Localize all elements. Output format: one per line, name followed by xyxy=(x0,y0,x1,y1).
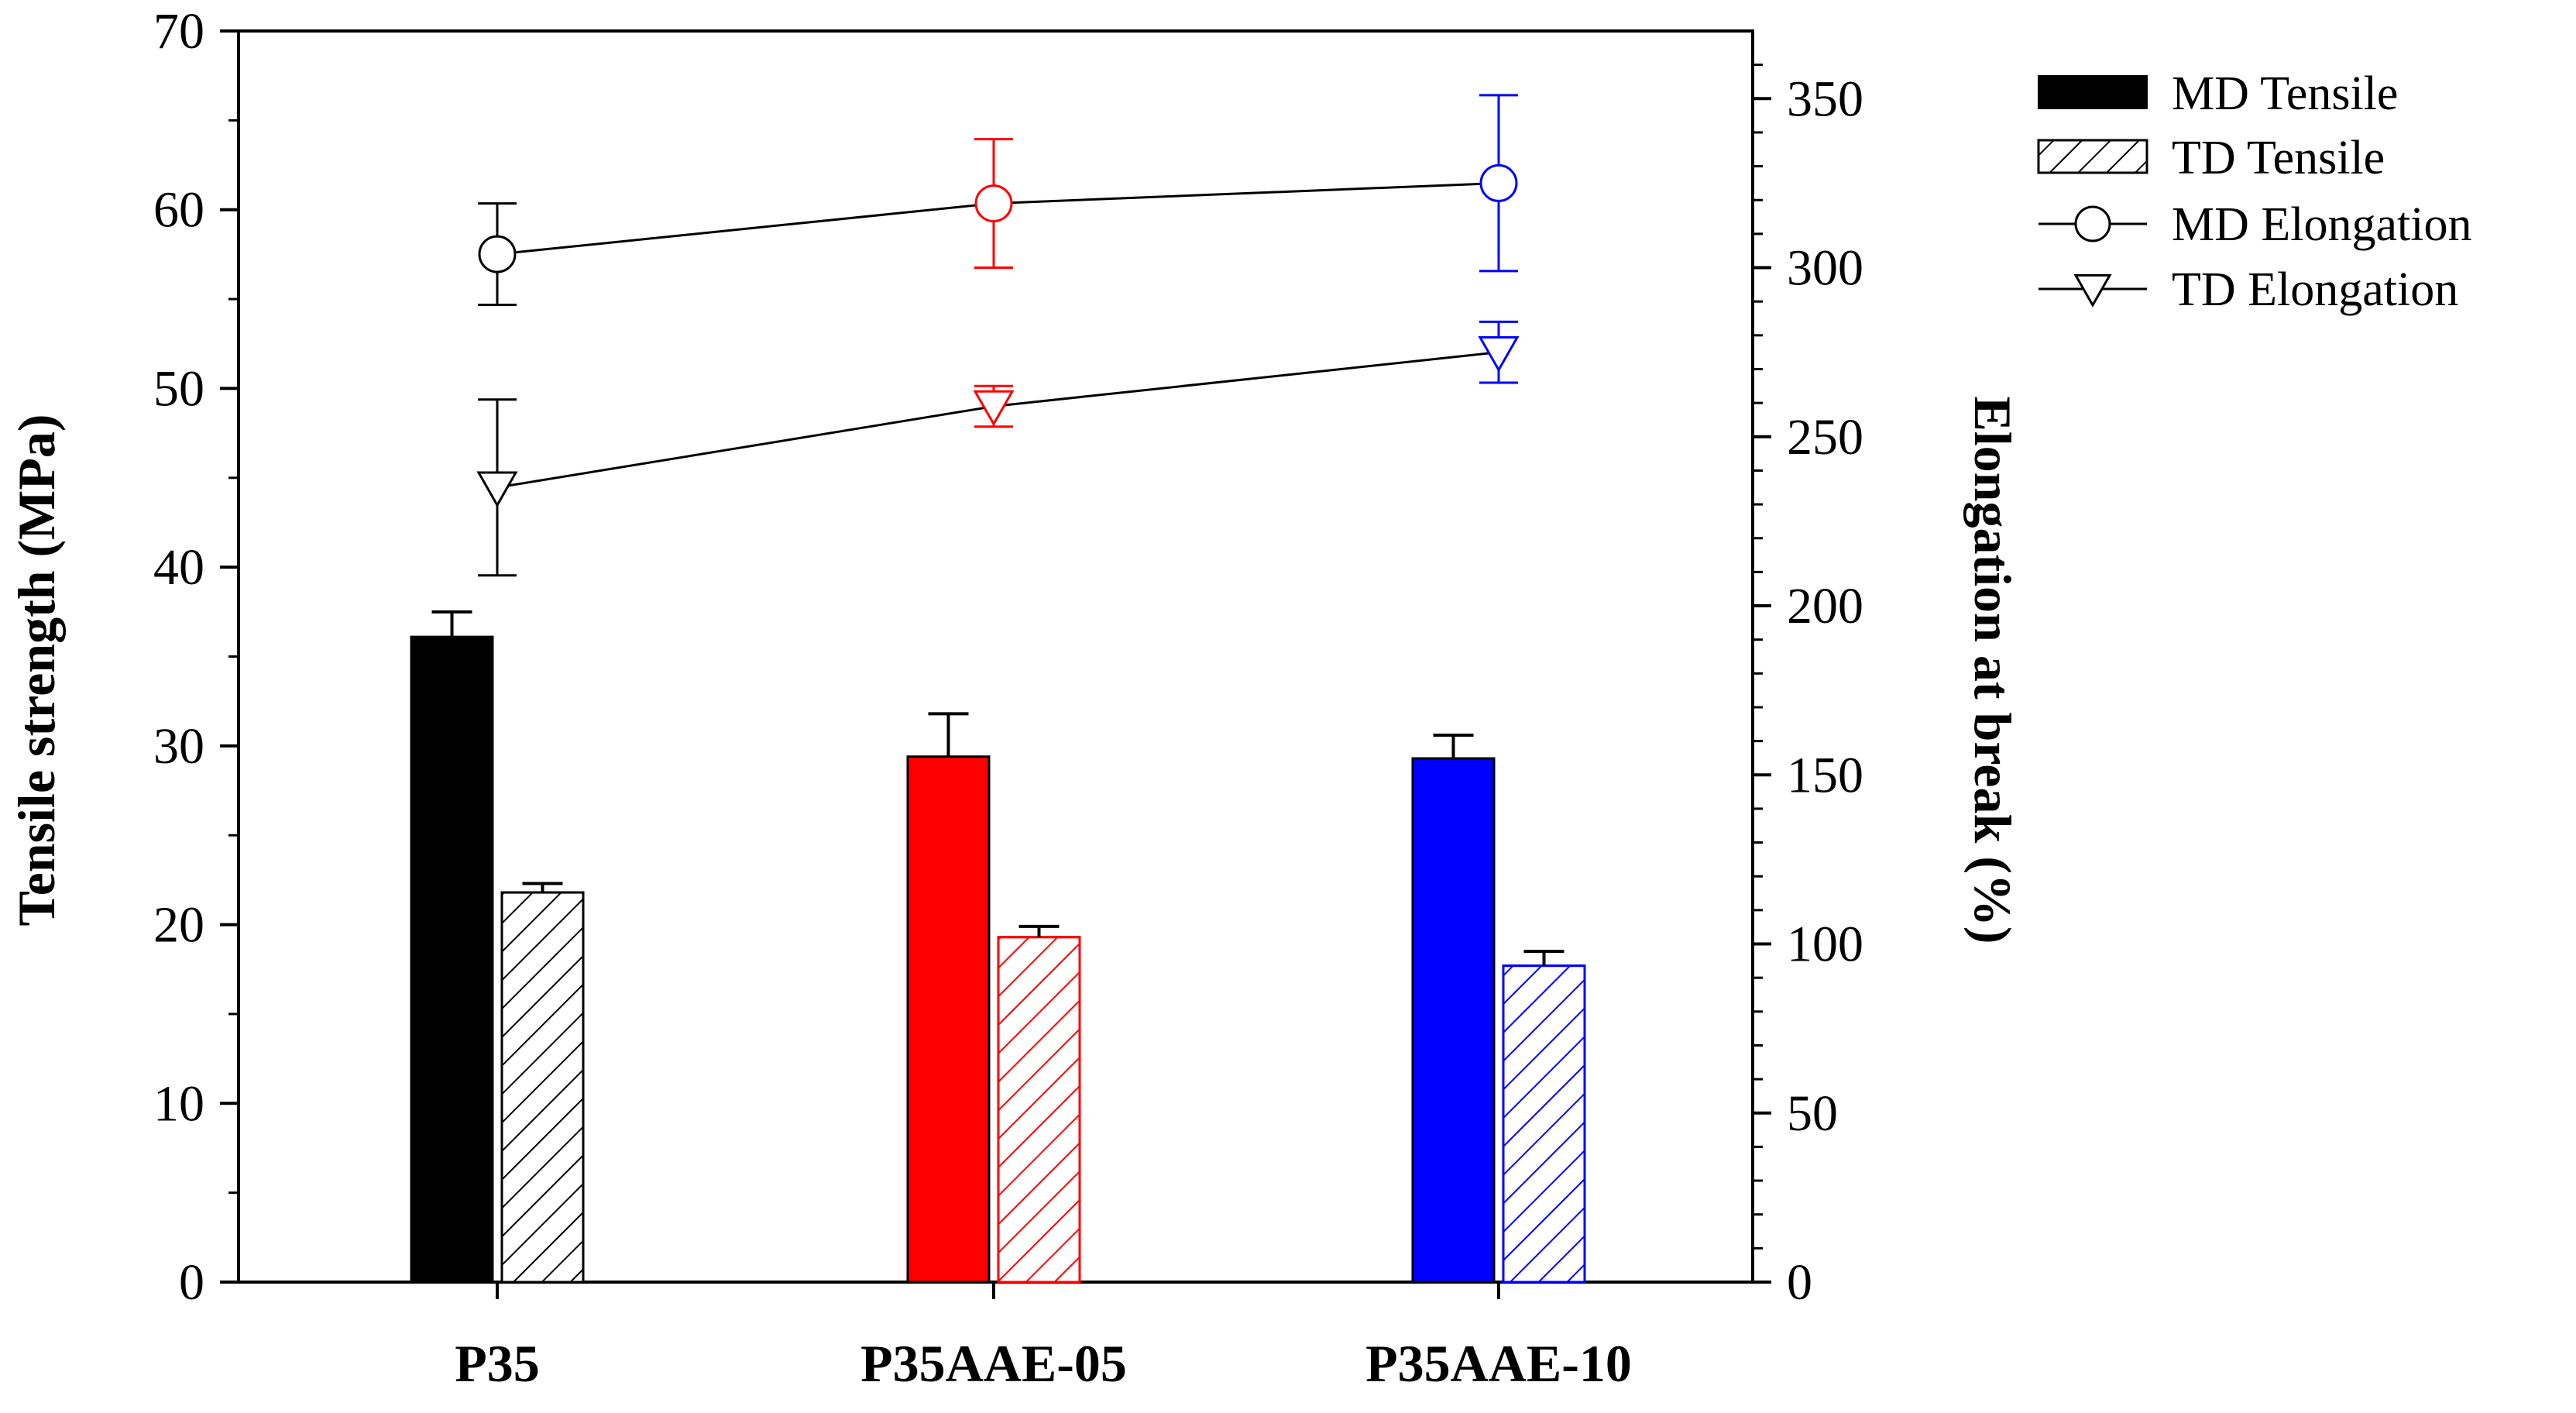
left-tick-label: 50 xyxy=(153,360,204,417)
x-category-label: P35AAE-10 xyxy=(1365,1334,1632,1393)
legend-label: TD Tensile xyxy=(2172,132,2385,184)
td-tensile-bar xyxy=(997,936,1081,1284)
left-tick-label: 30 xyxy=(153,718,204,775)
legend-td-tensile-swatch xyxy=(2037,139,2148,174)
x-category-label: P35 xyxy=(455,1334,540,1393)
md-elongation-point xyxy=(974,184,1013,223)
td-elongation-line xyxy=(496,351,1499,489)
md-elongation-point xyxy=(1479,163,1518,202)
legend-md-elongation-marker xyxy=(2074,205,2111,242)
right-tick-label: 300 xyxy=(1787,240,1863,297)
left-axis-title: Tensile strength (MPa) xyxy=(7,414,66,926)
right-tick-label: 250 xyxy=(1787,409,1863,466)
legend-label: MD Tensile xyxy=(2172,67,2398,120)
legend-md-tensile-swatch xyxy=(2038,75,2148,109)
axes-layer xyxy=(220,29,1771,1299)
legend-label: MD Elongation xyxy=(2172,198,2471,251)
td-elongation-point xyxy=(973,390,1015,427)
labels-layer: 0 10 20 30 40 50 60 70 0 50 100 150 200 250 300 350 P35 P… xyxy=(153,3,1863,1393)
td-tensile-bar xyxy=(1502,964,1586,1284)
left-tick-label: 60 xyxy=(153,182,204,239)
bars-layer xyxy=(410,610,1586,1284)
right-axis-title: Elongation at break (%) xyxy=(1963,396,2022,944)
left-tick-label: 0 xyxy=(179,1254,204,1311)
right-tick-label: 0 xyxy=(1787,1254,1812,1311)
md-elongation-point xyxy=(478,235,517,273)
legend-td-elongation-marker xyxy=(2073,273,2112,308)
td-elongation-point xyxy=(1478,335,1520,373)
left-tick-label: 20 xyxy=(153,897,204,954)
left-tick-label: 10 xyxy=(153,1075,204,1132)
td-tensile-bar xyxy=(500,891,585,1284)
right-tick-label: 200 xyxy=(1787,578,1863,634)
md-tensile-bar xyxy=(1411,757,1496,1284)
left-tick-label: 70 xyxy=(153,3,204,60)
md-tensile-bar xyxy=(906,755,991,1284)
legend: MD Tensile TD Tensile MD Elongation TD Elon… xyxy=(2037,67,2471,316)
right-tick-label: 50 xyxy=(1787,1085,1838,1142)
lines-layer xyxy=(476,94,1520,577)
td-elongation-point xyxy=(476,471,518,508)
legend-label: TD Elongation xyxy=(2172,263,2458,316)
right-tick-label: 350 xyxy=(1787,70,1863,127)
left-tick-label: 40 xyxy=(153,539,204,596)
x-category-label: P35AAE-05 xyxy=(860,1334,1127,1393)
md-tensile-bar xyxy=(410,635,494,1284)
right-tick-label: 100 xyxy=(1787,916,1863,973)
right-tick-label: 150 xyxy=(1787,747,1863,803)
